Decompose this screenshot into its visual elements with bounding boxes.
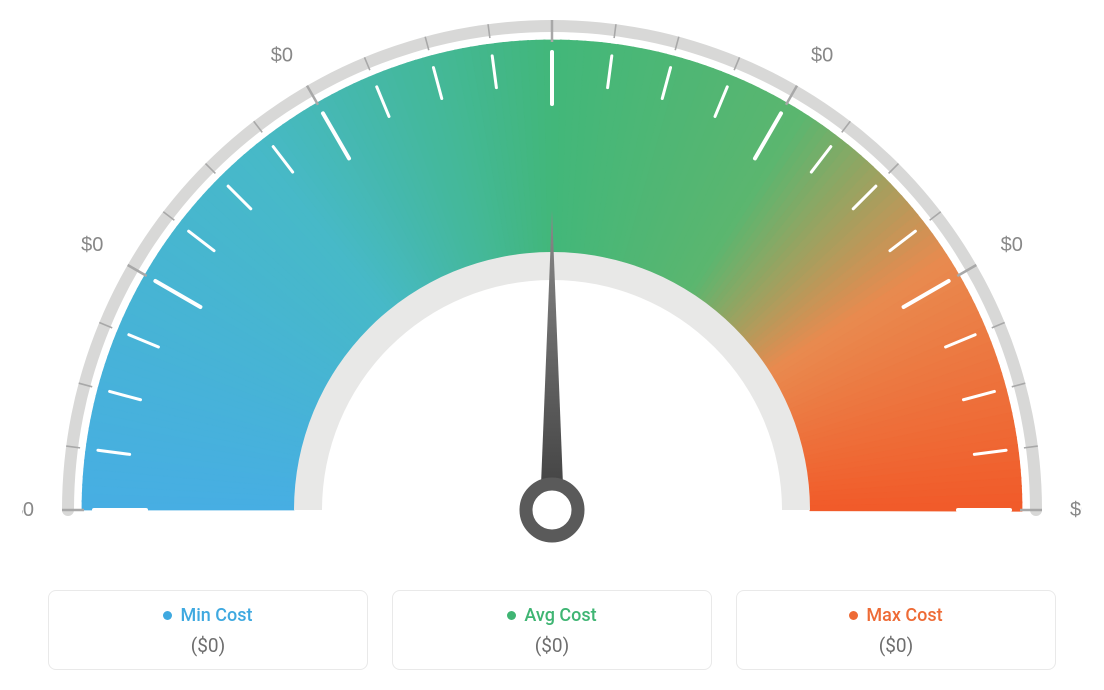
gauge-tick-label: $0: [1070, 499, 1082, 521]
legend-label-avg: Avg Cost: [507, 605, 596, 626]
gauge-tick-label: $0: [271, 44, 293, 66]
legend-dot-min: [163, 611, 172, 620]
legend-label-min: Min Cost: [163, 605, 252, 626]
legend-card-max: Max Cost ($0): [736, 590, 1056, 670]
gauge-chart: $0$0$0$0$0$0$0: [22, 0, 1082, 560]
gauge-tick-label: $0: [81, 234, 103, 256]
legend-value-min: ($0): [59, 634, 357, 657]
legend-card-min: Min Cost ($0): [48, 590, 368, 670]
legend-value-max: ($0): [747, 634, 1045, 657]
legend-dot-avg: [507, 611, 516, 620]
gauge-svg: $0$0$0$0$0$0$0: [22, 0, 1082, 560]
legend-label-max-text: Max Cost: [866, 605, 942, 626]
legend-row: Min Cost ($0) Avg Cost ($0) Max Cost ($0…: [0, 590, 1104, 670]
gauge-tick-label: $0: [22, 499, 34, 521]
legend-card-avg: Avg Cost ($0): [392, 590, 712, 670]
legend-label-avg-text: Avg Cost: [524, 605, 596, 626]
gauge-tick-label: $0: [1001, 234, 1023, 256]
legend-label-max: Max Cost: [849, 605, 942, 626]
gauge-tick-label: $0: [811, 44, 833, 66]
legend-value-avg: ($0): [403, 634, 701, 657]
legend-dot-max: [849, 611, 858, 620]
legend-label-min-text: Min Cost: [180, 605, 252, 626]
